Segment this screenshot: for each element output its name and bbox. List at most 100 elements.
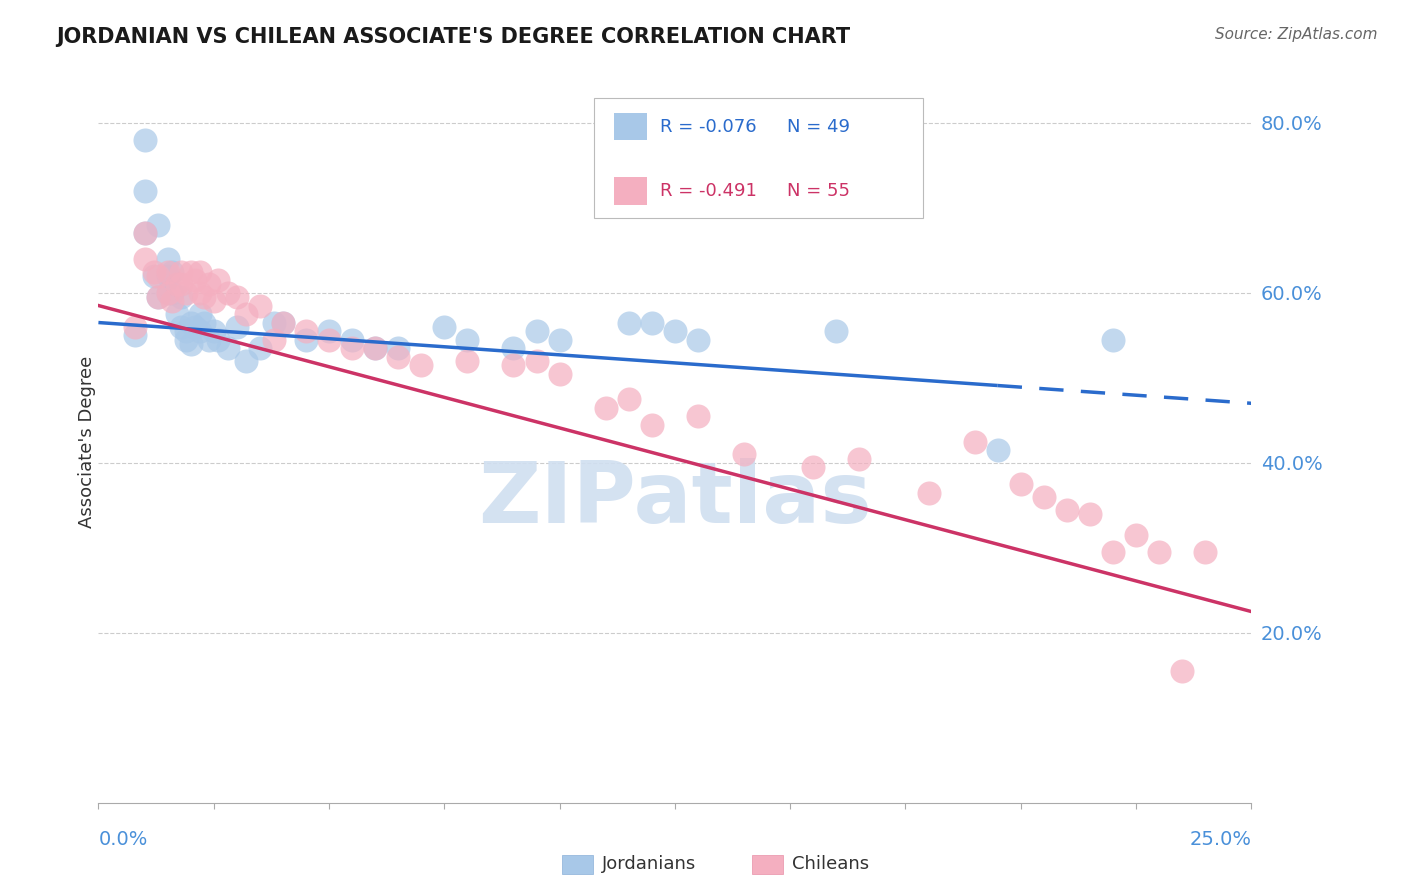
Point — [340, 341, 363, 355]
Point — [160, 294, 183, 309]
Point — [148, 290, 170, 304]
Point — [664, 324, 686, 338]
Point — [1102, 545, 1125, 559]
Point — [184, 273, 207, 287]
Point — [156, 268, 179, 283]
Point — [433, 319, 456, 334]
Point — [148, 218, 170, 232]
Point — [142, 264, 165, 278]
Point — [387, 350, 409, 364]
Point — [686, 333, 709, 347]
Bar — [614, 178, 647, 204]
Point — [733, 447, 755, 461]
Point — [166, 307, 188, 321]
Point — [188, 264, 211, 278]
Point — [156, 252, 179, 266]
Point — [170, 319, 193, 334]
Point — [166, 277, 188, 292]
Point — [217, 341, 239, 355]
Point — [207, 273, 229, 287]
Point — [156, 264, 179, 278]
Text: R = -0.491: R = -0.491 — [659, 182, 756, 200]
Point — [156, 285, 179, 300]
Point — [174, 285, 197, 300]
Text: Source: ZipAtlas.com: Source: ZipAtlas.com — [1215, 27, 1378, 42]
Text: N = 55: N = 55 — [787, 182, 849, 200]
Point — [188, 307, 211, 321]
Point — [225, 319, 247, 334]
Point — [1171, 664, 1194, 678]
Point — [271, 316, 294, 330]
Point — [202, 294, 225, 309]
Point — [124, 328, 146, 343]
Point — [134, 227, 156, 241]
Point — [170, 277, 193, 292]
Point — [1147, 545, 1170, 559]
Point — [207, 333, 229, 347]
Y-axis label: Associate's Degree: Associate's Degree — [79, 355, 96, 528]
Point — [193, 290, 215, 304]
Point — [160, 264, 183, 278]
Point — [526, 353, 548, 368]
Point — [160, 285, 183, 300]
Point — [148, 268, 170, 283]
Point — [180, 316, 202, 330]
Text: ZIPatlas: ZIPatlas — [478, 458, 872, 541]
Point — [825, 324, 848, 338]
Point — [917, 485, 939, 500]
Text: JORDANIAN VS CHILEAN ASSOCIATE'S DEGREE CORRELATION CHART: JORDANIAN VS CHILEAN ASSOCIATE'S DEGREE … — [56, 27, 851, 46]
Point — [548, 333, 571, 347]
Point — [318, 333, 340, 347]
Point — [387, 341, 409, 355]
Point — [188, 285, 211, 300]
Point — [295, 324, 318, 338]
Point — [686, 409, 709, 423]
Point — [142, 268, 165, 283]
Point — [364, 341, 387, 355]
Point — [263, 316, 285, 330]
Point — [1125, 528, 1147, 542]
Point — [170, 290, 193, 304]
Point — [235, 307, 257, 321]
Point — [963, 434, 986, 449]
Point — [364, 341, 387, 355]
Point — [198, 333, 221, 347]
Point — [188, 324, 211, 338]
Point — [617, 392, 640, 406]
Point — [848, 451, 870, 466]
Point — [526, 324, 548, 338]
Point — [134, 252, 156, 266]
FancyBboxPatch shape — [595, 98, 922, 218]
Point — [1078, 507, 1101, 521]
Point — [217, 285, 239, 300]
Text: 0.0%: 0.0% — [98, 830, 148, 848]
Point — [502, 341, 524, 355]
Point — [641, 417, 664, 432]
Point — [318, 324, 340, 338]
Point — [170, 264, 193, 278]
Point — [617, 316, 640, 330]
Point — [340, 333, 363, 347]
Text: Jordanians: Jordanians — [602, 855, 696, 873]
Point — [411, 358, 433, 372]
Point — [249, 299, 271, 313]
Point — [134, 227, 156, 241]
Text: Chileans: Chileans — [792, 855, 869, 873]
Point — [502, 358, 524, 372]
Point — [202, 324, 225, 338]
Point — [134, 184, 156, 198]
Point — [180, 336, 202, 351]
Point — [249, 341, 271, 355]
Point — [456, 333, 478, 347]
Point — [1010, 477, 1032, 491]
Point — [1056, 502, 1078, 516]
Point — [987, 443, 1010, 458]
Point — [295, 333, 318, 347]
Point — [1032, 490, 1054, 504]
Point — [180, 264, 202, 278]
Point — [548, 367, 571, 381]
Point — [263, 333, 285, 347]
Point — [271, 316, 294, 330]
Point — [148, 290, 170, 304]
Point — [156, 285, 179, 300]
